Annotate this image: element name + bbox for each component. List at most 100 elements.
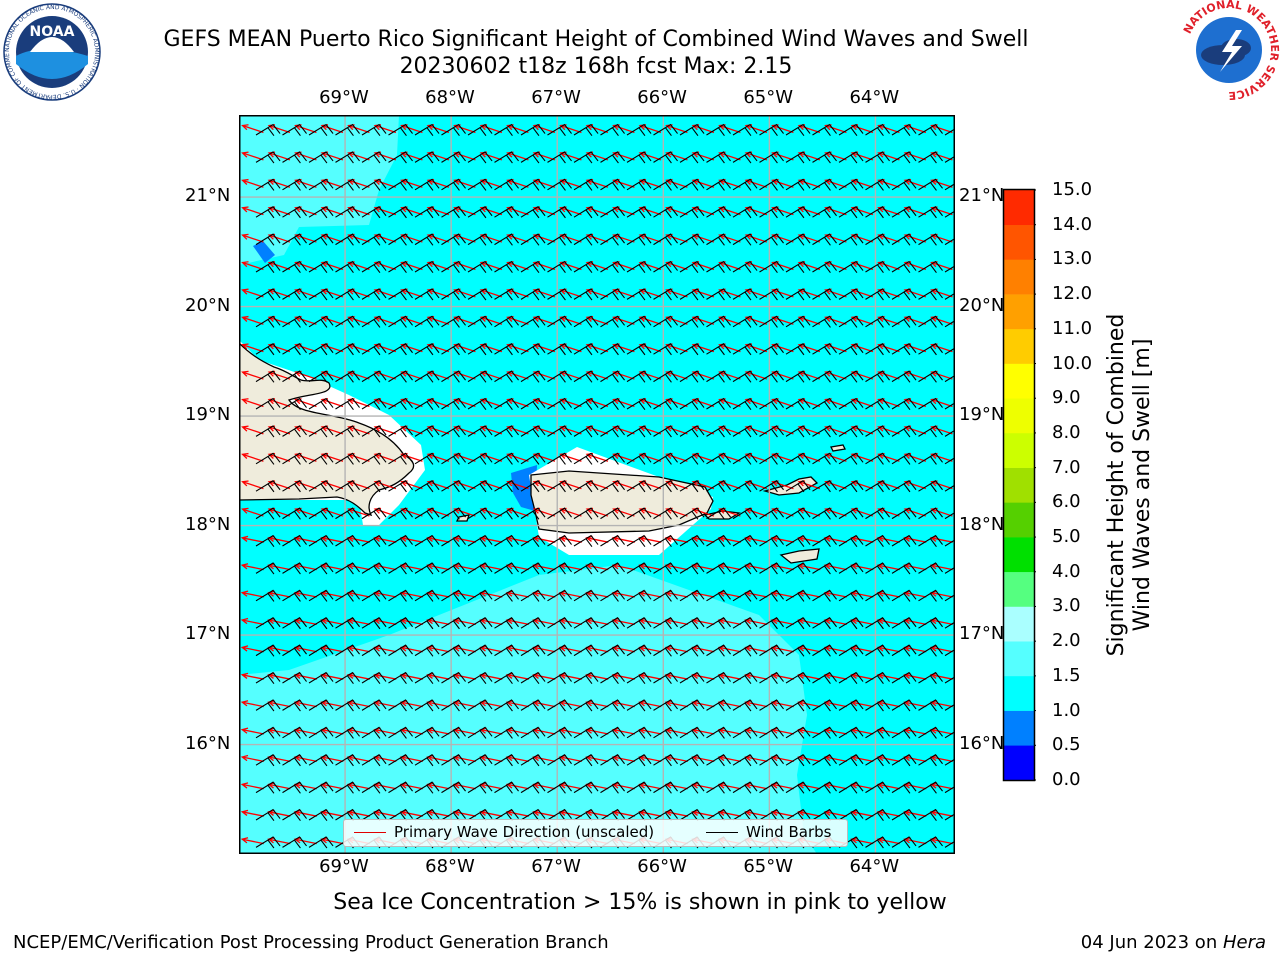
wind-barb bbox=[706, 397, 731, 411]
wind-barb bbox=[414, 480, 440, 493]
wind-barb bbox=[255, 726, 281, 739]
wind-barb bbox=[600, 288, 625, 301]
wind-barb bbox=[441, 343, 466, 356]
wind-barb bbox=[520, 425, 546, 438]
wind-barb bbox=[547, 617, 572, 630]
wind-barb bbox=[388, 370, 413, 383]
wind-barb bbox=[944, 374, 955, 383]
wind-barb bbox=[255, 151, 281, 164]
wind-barb bbox=[918, 534, 943, 548]
wind-barb bbox=[679, 507, 705, 520]
wind-barb bbox=[600, 754, 625, 767]
wave-arrow bbox=[240, 563, 264, 571]
noaa-logo-text: NOAA bbox=[30, 24, 75, 40]
wave-arrow bbox=[241, 261, 264, 271]
wind-barb bbox=[759, 589, 784, 602]
wind-barb bbox=[467, 260, 493, 274]
wind-barb bbox=[838, 151, 864, 164]
wind-barb bbox=[600, 178, 625, 191]
wave-arrow bbox=[241, 425, 264, 435]
wind-barb bbox=[414, 534, 440, 548]
wind-barb bbox=[547, 260, 572, 274]
wind-barb bbox=[600, 562, 625, 575]
wind-barb bbox=[600, 425, 625, 438]
wind-barb bbox=[626, 288, 652, 301]
wind-barb bbox=[626, 343, 652, 356]
wind-barb bbox=[388, 178, 413, 191]
wind-barb bbox=[335, 123, 360, 137]
wind-barb bbox=[467, 671, 493, 685]
wind-barb bbox=[600, 123, 625, 137]
wind-barb bbox=[653, 123, 678, 137]
wave-arrow bbox=[241, 151, 264, 161]
wind-barb bbox=[255, 507, 281, 520]
wind-barb bbox=[520, 452, 546, 465]
footer-branch: NCEP/EMC/Verification Post Processing Pr… bbox=[13, 932, 609, 953]
wind-barb bbox=[573, 343, 599, 356]
wind-barb bbox=[759, 507, 784, 520]
wind-barb bbox=[838, 671, 864, 685]
wind-barb bbox=[282, 617, 307, 630]
wind-barb bbox=[653, 671, 678, 685]
wind-barb bbox=[494, 534, 519, 548]
wind-barb bbox=[944, 511, 955, 520]
wind-barb bbox=[626, 370, 652, 383]
wind-barb bbox=[414, 507, 440, 520]
wind-barb bbox=[838, 808, 864, 822]
wind-barb bbox=[335, 452, 360, 465]
wind-barb bbox=[653, 589, 678, 602]
wind-barb bbox=[918, 617, 943, 630]
wind-barb bbox=[706, 315, 731, 328]
wind-barb bbox=[441, 781, 466, 794]
wind-barb bbox=[732, 480, 758, 493]
wind-barb bbox=[573, 315, 599, 328]
wind-barb bbox=[361, 178, 387, 191]
wind-barb bbox=[414, 370, 440, 383]
wind-barb bbox=[494, 123, 519, 137]
wind-barb bbox=[653, 617, 678, 630]
colorbar-segment bbox=[1004, 537, 1034, 573]
wind-barb bbox=[547, 507, 572, 520]
wind-barb bbox=[308, 425, 334, 438]
wind-barb bbox=[308, 781, 334, 794]
wind-barb bbox=[361, 671, 387, 685]
wind-barb bbox=[520, 589, 546, 602]
wind-barb bbox=[494, 315, 519, 328]
wind-barb bbox=[918, 644, 943, 657]
wind-barb bbox=[388, 233, 413, 246]
wind-barb bbox=[255, 260, 281, 274]
wind-barb bbox=[812, 617, 837, 630]
legend-wave-swatch bbox=[354, 832, 386, 833]
wind-barb bbox=[388, 480, 413, 493]
wind-barb bbox=[653, 644, 678, 657]
wind-barb bbox=[626, 425, 652, 438]
wind-barb bbox=[918, 808, 943, 822]
wind-barb bbox=[706, 589, 731, 602]
wind-barb bbox=[308, 589, 334, 602]
wind-barb bbox=[732, 534, 758, 548]
wave-arrow bbox=[240, 727, 264, 735]
wind-barb bbox=[785, 671, 811, 685]
wind-barb bbox=[626, 123, 652, 137]
wind-barb bbox=[335, 671, 360, 685]
wave-arrow bbox=[240, 590, 264, 598]
wind-barb bbox=[759, 123, 784, 137]
wind-barb bbox=[653, 781, 678, 794]
wind-barb bbox=[653, 233, 678, 246]
wind-barb bbox=[785, 562, 811, 575]
wind-barb bbox=[573, 644, 599, 657]
wind-barb bbox=[441, 288, 466, 301]
wind-barb bbox=[494, 480, 519, 493]
wind-barb bbox=[361, 480, 387, 493]
wind-barb bbox=[494, 151, 519, 164]
wind-barb bbox=[282, 315, 307, 328]
wind-barb bbox=[520, 644, 546, 657]
wind-barb bbox=[520, 343, 546, 356]
wind-barb bbox=[812, 589, 837, 602]
wind-barb bbox=[759, 754, 784, 767]
wind-barb bbox=[547, 452, 572, 465]
wind-barb bbox=[282, 425, 307, 438]
wind-barb bbox=[388, 617, 413, 630]
wind-barb bbox=[573, 534, 599, 548]
wind-barb bbox=[388, 425, 413, 438]
